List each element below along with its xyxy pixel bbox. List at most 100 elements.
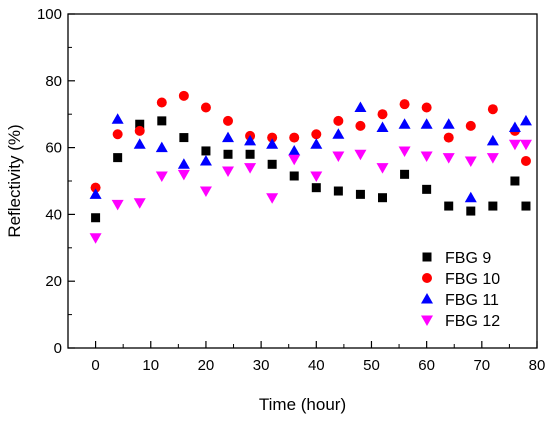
data-point <box>201 146 211 156</box>
y-tick-label: 60 <box>45 140 62 157</box>
legend-marker <box>421 293 433 304</box>
series-fbg-12 <box>89 139 532 244</box>
x-tick-label: 50 <box>363 357 380 374</box>
x-axis-label: Time (hour) <box>259 395 346 414</box>
data-point <box>177 169 190 181</box>
legend-label: FBG 12 <box>445 313 500 330</box>
data-point <box>486 134 499 146</box>
data-point <box>135 119 145 129</box>
data-point <box>333 186 343 196</box>
x-tick-label: 60 <box>418 357 435 374</box>
data-point <box>199 186 212 198</box>
series-fbg-9 <box>91 116 531 223</box>
data-point <box>420 118 433 129</box>
data-point <box>376 163 389 174</box>
data-point <box>267 159 277 169</box>
data-point <box>112 129 123 140</box>
data-point <box>289 132 300 143</box>
data-point <box>311 129 322 140</box>
y-tick-label: 20 <box>45 273 62 290</box>
legend-label: FBG 9 <box>445 250 491 267</box>
x-tick-label: 80 <box>529 357 546 374</box>
data-point <box>288 144 301 156</box>
series-fbg-11 <box>89 101 532 203</box>
data-point <box>521 201 531 211</box>
data-point <box>310 138 323 149</box>
data-point <box>332 128 345 139</box>
tick-labels-layer: 0 10 20 30 40 50 60 70 80 0 20 40 60 80 100 <box>37 6 545 374</box>
data-point <box>464 191 477 203</box>
x-tick-label: 0 <box>91 357 99 374</box>
data-point <box>155 141 168 153</box>
data-point <box>90 182 101 193</box>
data-point <box>377 109 388 120</box>
data-point <box>133 138 146 149</box>
data-point <box>354 149 367 161</box>
data-point <box>398 146 411 157</box>
data-point <box>223 115 234 126</box>
legend: FBG 9 FBG 10 FBG 11 FBG 12 <box>421 250 500 330</box>
data-point <box>222 166 235 177</box>
data-point <box>222 131 235 143</box>
x-tick-label: 10 <box>142 357 159 374</box>
x-tick-label: 40 <box>308 357 325 374</box>
legend-label: FBG 11 <box>445 292 499 309</box>
legend-marker <box>422 252 432 262</box>
plot-frame <box>67 13 538 349</box>
data-point <box>266 193 279 204</box>
legend-marker <box>422 273 432 283</box>
data-point <box>244 163 257 174</box>
data-point <box>466 206 476 216</box>
data-point <box>508 139 521 151</box>
data-point <box>113 153 123 163</box>
legend-item: FBG 10 <box>422 271 500 288</box>
legend-label: FBG 10 <box>445 271 500 288</box>
data-point <box>355 120 366 131</box>
data-point <box>133 198 146 209</box>
data-point <box>266 138 279 149</box>
data-point <box>223 149 233 159</box>
data-point <box>488 201 498 211</box>
data-point <box>444 201 454 211</box>
data-point <box>442 118 455 129</box>
legend-item: FBG 9 <box>422 250 491 267</box>
data-point <box>177 158 190 169</box>
data-point <box>245 149 255 159</box>
y-tick-label: 100 <box>37 6 62 23</box>
data-point <box>289 171 299 181</box>
data-point <box>89 233 102 244</box>
data-point <box>333 115 344 126</box>
data-point <box>156 97 167 108</box>
data-point <box>487 104 498 115</box>
x-tick-label: 30 <box>253 357 270 374</box>
y-tick-label: 80 <box>45 73 62 90</box>
x-tick-label: 20 <box>198 357 215 374</box>
data-point <box>155 171 168 182</box>
series-fbg-10 <box>90 90 531 193</box>
data-point <box>510 176 520 186</box>
y-axis-label: Reflectivity (%) <box>5 124 24 237</box>
data-point <box>378 193 388 203</box>
data-point <box>244 134 257 146</box>
data-point <box>399 99 410 110</box>
data-point <box>420 151 433 162</box>
data-point <box>464 156 477 167</box>
data-point <box>267 132 278 143</box>
y-tick-label: 40 <box>45 206 62 223</box>
data-point <box>157 116 167 126</box>
data-point <box>89 188 102 199</box>
data-point <box>310 171 323 182</box>
data-point <box>398 118 411 129</box>
data-point <box>519 114 532 126</box>
legend-item: FBG 11 <box>421 292 499 309</box>
data-point <box>134 125 145 136</box>
data-point <box>111 199 124 211</box>
data-point <box>422 184 432 194</box>
data-point <box>354 101 367 113</box>
legend-item: FBG 12 <box>421 313 500 330</box>
data-point <box>179 133 189 143</box>
data-point <box>355 189 365 199</box>
data-point <box>311 183 321 193</box>
